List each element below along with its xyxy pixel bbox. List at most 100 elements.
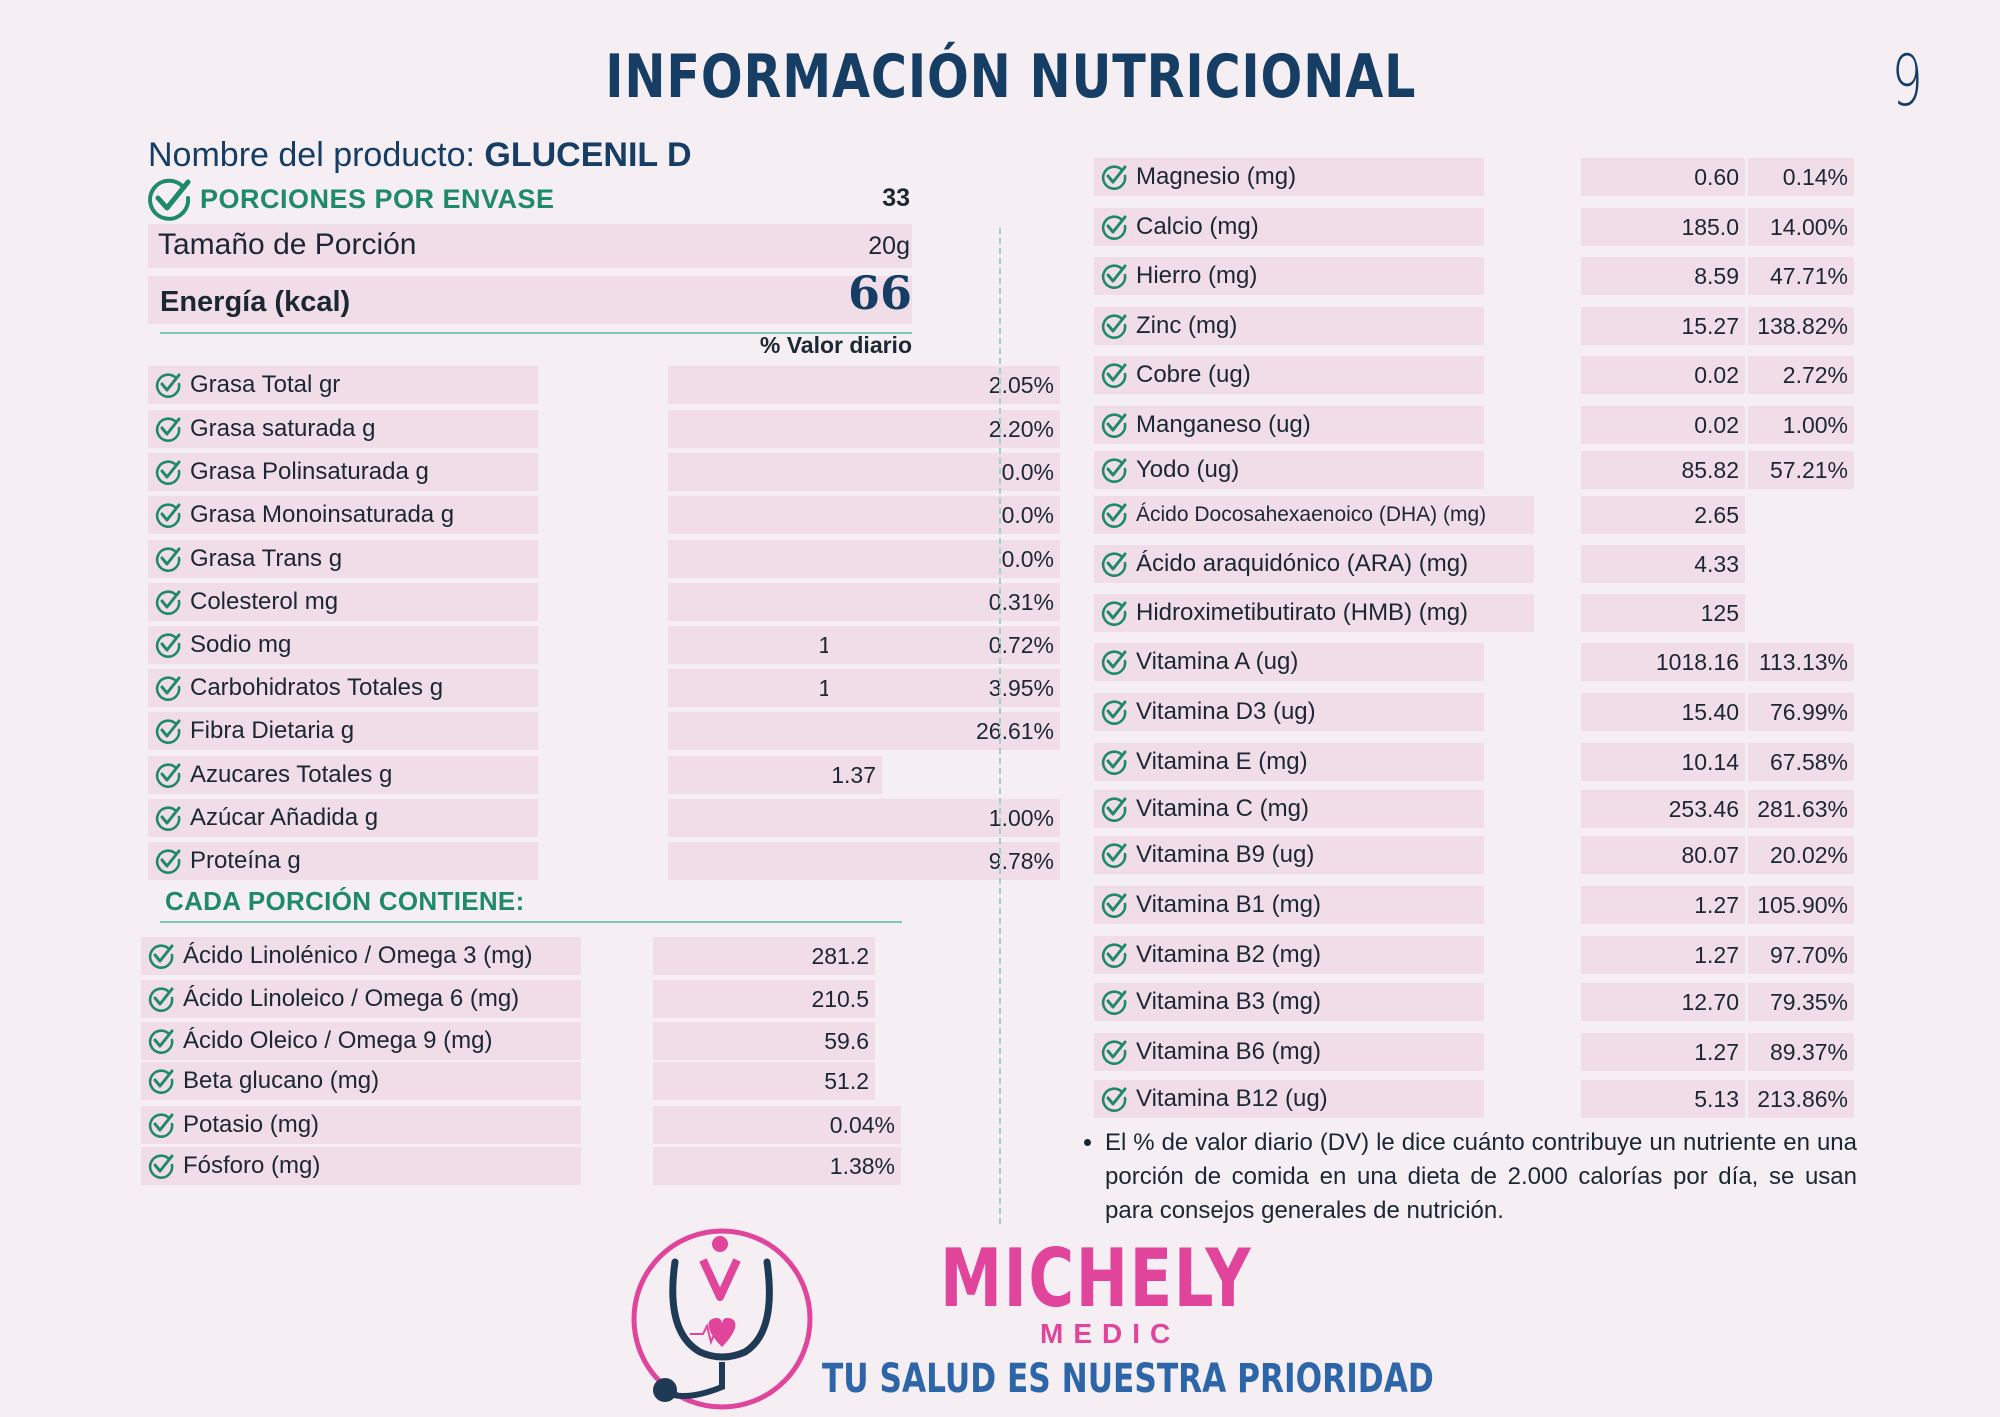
- nutrient-label-cell: Sodio mg: [148, 626, 538, 664]
- nutrient-value: 2.65: [1581, 496, 1745, 534]
- nutrient-name: Proteína g: [190, 847, 301, 874]
- page-title: INFORMACIÓN NUTRICIONAL: [605, 42, 1417, 112]
- nutrient-value: 210.5: [653, 980, 875, 1018]
- nutrient-name: Grasa Total gr: [190, 371, 341, 398]
- nutrient-value: 15.27: [1581, 307, 1745, 345]
- check-circle-icon: [1101, 893, 1127, 918]
- nutrient-value: 59.6: [653, 1022, 875, 1060]
- nutrient-daily-value: 0.72%: [828, 626, 1060, 664]
- nutrient-value: 281.2: [653, 937, 875, 975]
- nutrient-daily-value: 2.20%: [828, 410, 1060, 448]
- check-circle-icon: [1101, 552, 1127, 577]
- brand-name: MICHELY: [940, 1232, 1253, 1325]
- nutrient-name: Ácido araquidónico (ARA) (mg): [1136, 550, 1469, 577]
- nutrient-value: 0.02: [1581, 406, 1745, 444]
- nutrient-name: Vitamina B1 (mg): [1136, 891, 1321, 918]
- product-label: Nombre del producto:: [148, 136, 475, 174]
- nutrient-value: 125: [1581, 594, 1745, 632]
- check-circle-icon: [1101, 165, 1127, 190]
- nutrient-daily-value: 1.00%: [828, 799, 1060, 837]
- nutrient-label-cell: Magnesio (mg): [1094, 158, 1484, 196]
- check-circle-icon: [155, 503, 181, 528]
- nutrient-name: Azucares Totales g: [190, 761, 393, 788]
- porciones-label: PORCIONES POR ENVASE: [200, 184, 555, 214]
- nutrient-daily-value: 67.58%: [1748, 743, 1854, 781]
- footnote: El % de valor diario (DV) le dice cuánto…: [1077, 1126, 1857, 1228]
- nutrient-label-cell: Hidroximetibutirato (HMB) (mg): [1094, 594, 1534, 632]
- nutrient-value: 1018.16: [1581, 643, 1745, 681]
- nutrient-label-cell: Ácido Linoleico / Omega 6 (mg): [141, 980, 581, 1018]
- column-divider: [999, 228, 1001, 1224]
- nutrient-name: Azúcar Añadida g: [190, 804, 379, 831]
- check-circle-icon: [155, 763, 181, 788]
- nutrient-value: 253.46: [1581, 790, 1745, 828]
- check-circle-icon: [155, 373, 181, 398]
- check-circle-icon: [1101, 943, 1127, 968]
- nutrient-label-cell: Beta glucano (mg): [141, 1062, 581, 1100]
- nutrient-value: 1.27: [1581, 1033, 1745, 1071]
- nutrient-value: 4.33: [1581, 545, 1745, 583]
- check-circle-icon: [148, 987, 174, 1012]
- nutrient-daily-value: 2.72%: [1748, 356, 1854, 394]
- nutrient-daily-value: 0.0%: [828, 453, 1060, 491]
- check-circle-icon: [1101, 215, 1127, 240]
- nutrient-name: Sodio mg: [190, 631, 292, 658]
- check-circle-icon: [1101, 797, 1127, 822]
- check-circle-icon: [148, 944, 174, 969]
- nutrient-value: 1.37: [668, 756, 882, 794]
- nutrient-daily-value: 1.38%: [809, 1147, 901, 1185]
- nutrient-value: 51.2: [653, 1062, 875, 1100]
- nutrient-label-cell: Carbohidratos Totales g: [148, 669, 538, 707]
- nutrient-label-cell: Grasa Trans g: [148, 540, 538, 578]
- nutrient-name: Manganeso (ug): [1136, 411, 1311, 438]
- nutrient-value: 10.14: [1581, 743, 1745, 781]
- check-circle-icon: [1101, 503, 1127, 528]
- check-circle-icon: [155, 849, 181, 874]
- nutrient-name: Fósforo (mg): [183, 1152, 321, 1179]
- nutrient-daily-value: 14.00%: [1748, 208, 1854, 246]
- nutrient-name: Magnesio (mg): [1136, 163, 1297, 190]
- nutrient-daily-value: 3.95%: [828, 669, 1060, 707]
- nutrient-name: Zinc (mg): [1136, 312, 1238, 339]
- nutrient-value: 12.70: [1581, 983, 1745, 1021]
- nutrient-label-cell: Hierro (mg): [1094, 257, 1484, 295]
- energy-band: [148, 276, 912, 324]
- nutrient-name: Fibra Dietaria g: [190, 717, 355, 744]
- nutrient-name: Calcio (mg): [1136, 213, 1259, 240]
- daily-value-header: % Valor diario: [759, 332, 912, 358]
- nutrient-label-cell: Manganeso (ug): [1094, 406, 1484, 444]
- nutrient-daily-value: 0.04%: [809, 1106, 901, 1144]
- nutrient-value: 1.27: [1581, 936, 1745, 974]
- nutrient-label-cell: Vitamina C (mg): [1094, 790, 1484, 828]
- nutrient-label-cell: Grasa Polinsaturada g: [148, 453, 538, 491]
- nutrient-daily-value: 2.05%: [828, 366, 1060, 404]
- check-circle-icon: [1101, 843, 1127, 868]
- brand-slogan: TU SALUD ES NUESTRA PRIORIDAD: [822, 1356, 1434, 1402]
- check-circle-icon: [155, 547, 181, 572]
- energy-value: 66: [847, 266, 912, 320]
- check-circle-icon: [148, 1029, 174, 1054]
- nutrient-value: 8.59: [1581, 257, 1745, 295]
- nutrient-name: Cobre (ug): [1136, 361, 1251, 388]
- product-name: Nombre del producto: GLUCENIL D: [148, 136, 692, 175]
- nutrient-name: Vitamina B2 (mg): [1136, 941, 1321, 968]
- nutrient-daily-value: 138.82%: [1748, 307, 1854, 345]
- nutrient-name: Vitamina B3 (mg): [1136, 988, 1321, 1015]
- nutrient-daily-value: 89.37%: [1748, 1033, 1854, 1071]
- nutrient-daily-value: 105.90%: [1748, 886, 1854, 924]
- check-circle-icon: [155, 633, 181, 658]
- check-circle-icon: [155, 460, 181, 485]
- nutrient-name: Vitamina B9 (ug): [1136, 841, 1315, 868]
- nutrient-label-cell: Vitamina D3 (ug): [1094, 693, 1484, 731]
- nutrient-label-cell: Vitamina B2 (mg): [1094, 936, 1484, 974]
- nutrient-label-cell: Potasio (mg): [141, 1106, 581, 1144]
- nutrient-label-cell: Vitamina B6 (mg): [1094, 1033, 1484, 1071]
- nutrient-daily-value: 79.35%: [1748, 983, 1854, 1021]
- check-circle-icon: [1101, 264, 1127, 289]
- check-circle-icon: [155, 806, 181, 831]
- nutrient-value: 85.82: [1581, 451, 1745, 489]
- check-circle-icon: [1101, 750, 1127, 775]
- nutrient-value: 185.0: [1581, 208, 1745, 246]
- nutrient-daily-value: 76.99%: [1748, 693, 1854, 731]
- divider: [160, 921, 902, 923]
